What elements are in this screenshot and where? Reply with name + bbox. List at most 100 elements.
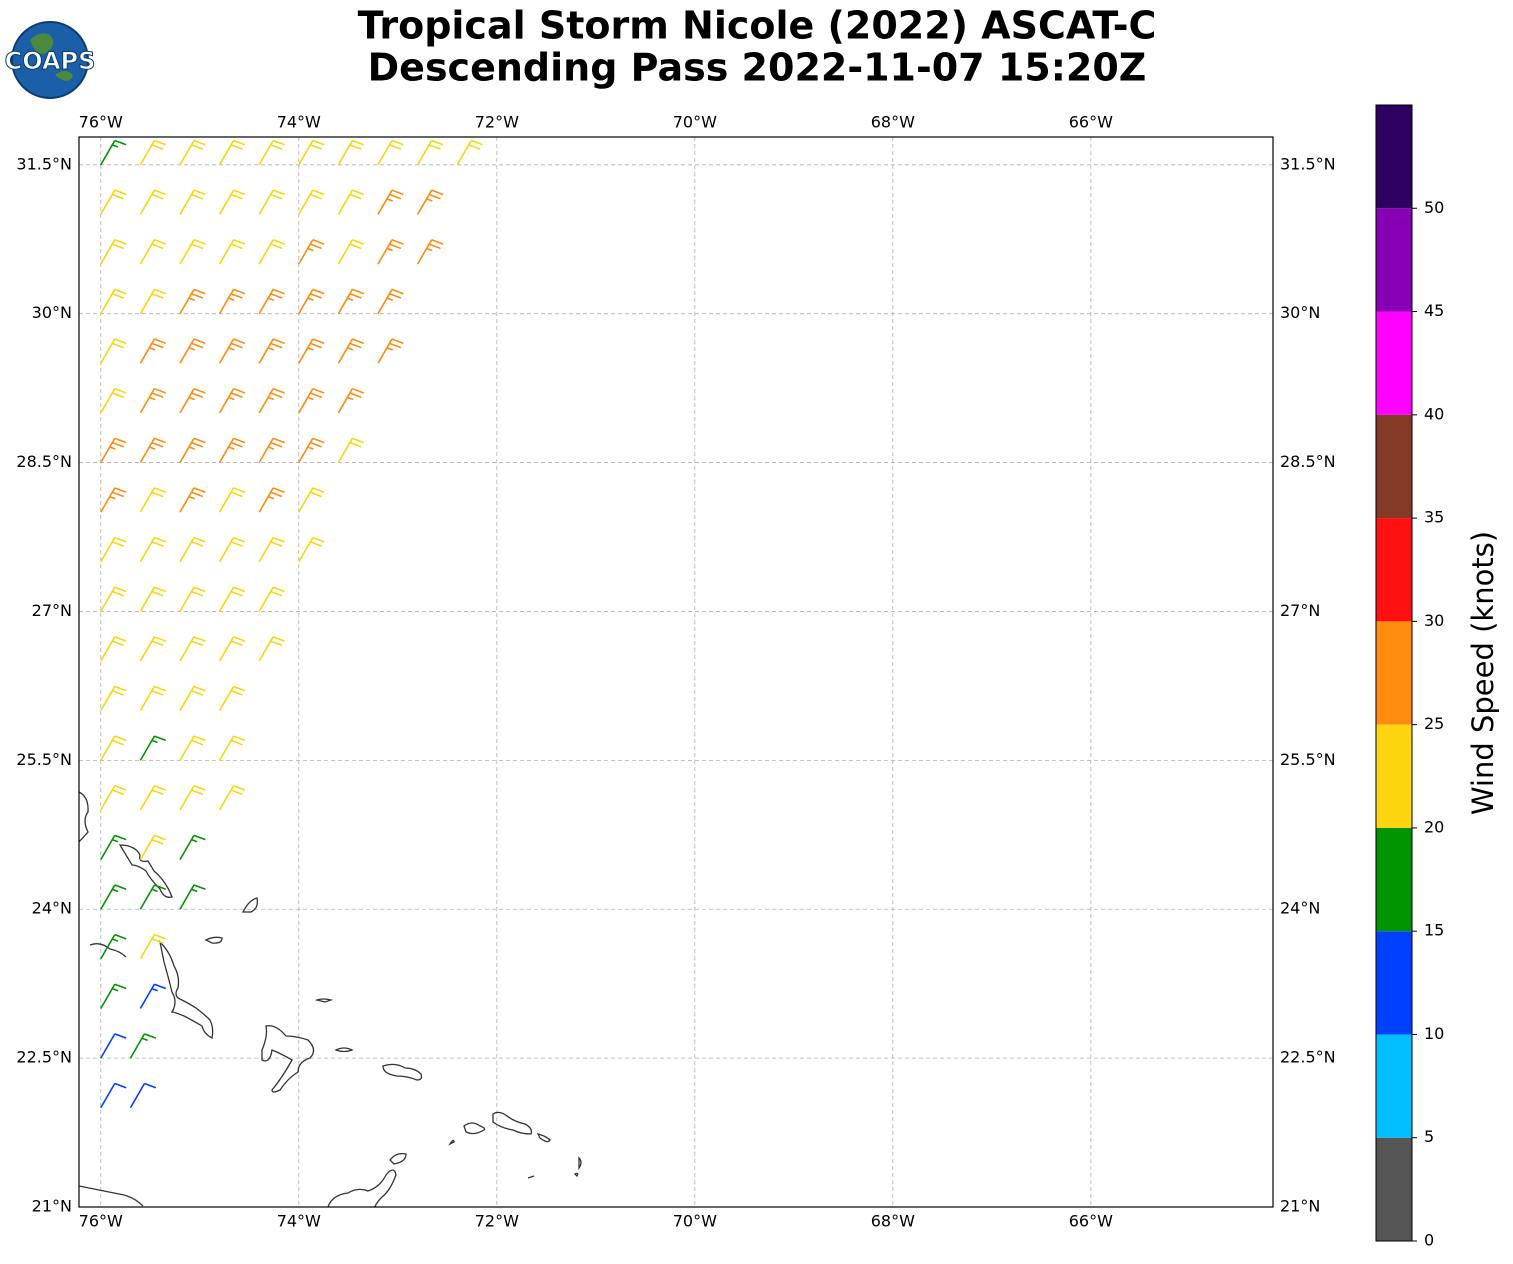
wind-barb [179, 586, 206, 612]
y-tick-label: 22.5°N [16, 1048, 72, 1067]
wind-barb [100, 685, 127, 712]
colorbar-tick-label: 50 [1424, 198, 1444, 217]
coastlines [79, 791, 582, 1207]
wind-barb [337, 288, 365, 315]
x-tick-label: 76°W [79, 1212, 123, 1231]
wind-barb [100, 1082, 127, 1109]
wind-barb [100, 387, 127, 414]
colorbar-tick-label: 15 [1424, 921, 1444, 940]
colorbar-bin [1376, 621, 1412, 725]
y-tick-label: 24°N [32, 899, 72, 918]
wind-barb [100, 784, 127, 811]
wind-barb [298, 189, 325, 215]
coastline [334, 1047, 354, 1053]
wind-barb [258, 288, 285, 315]
wind-barb [179, 387, 206, 414]
y-tick-label: 30°N [32, 303, 72, 322]
wind-barb [377, 239, 404, 265]
wind-barb [139, 586, 167, 612]
y-tick-label: 27°N [32, 601, 72, 620]
wind-barb [100, 189, 127, 215]
wind-barb [179, 189, 206, 215]
y-tick-label: 25.5°N [16, 750, 72, 769]
colorbar-bin [1376, 1137, 1412, 1241]
y-tick-label: 22.5°N [1280, 1048, 1336, 1067]
wind-barb [218, 784, 246, 811]
logo-land [30, 33, 73, 81]
colorbar-bin [1376, 105, 1412, 209]
colorbar-tick-label: 25 [1424, 714, 1444, 733]
wind-barb [337, 139, 365, 166]
coastline [448, 1111, 551, 1146]
wind-barb [179, 239, 206, 265]
wind-barb [218, 239, 246, 265]
coastline [261, 1025, 315, 1093]
wind-barb [139, 884, 167, 910]
colorbar-bin [1376, 414, 1412, 519]
coastline [314, 998, 334, 1003]
wind-barb [258, 139, 285, 166]
wind-barb [258, 189, 285, 215]
wind-barb [139, 288, 167, 315]
wind-barb [337, 387, 365, 414]
wind-barb [218, 536, 246, 563]
colorbar-label: Wind Speed (knots) [1466, 531, 1500, 815]
wind-barb [416, 189, 444, 215]
wind-barb [179, 784, 206, 811]
colorbar: 0 5 10 15 20 25 30 35 40 45 50 [1375, 104, 1444, 1250]
y-tick-label: 21°N [1280, 1197, 1320, 1216]
wind-barb [139, 139, 167, 166]
wind-barb [100, 735, 127, 761]
wind-barb [179, 834, 206, 860]
wind-barb [100, 437, 127, 463]
wind-barb [258, 536, 285, 563]
wind-barb [218, 685, 246, 712]
wind-barb [139, 437, 167, 463]
wind-barb [298, 239, 325, 265]
wind-barb [129, 1082, 157, 1109]
wind-barb [179, 288, 206, 315]
wind-barb [298, 487, 325, 513]
y-tick-label: 21°N [32, 1197, 72, 1216]
wind-barb [456, 139, 483, 166]
coastline [79, 1185, 144, 1207]
title-line: Tropical Storm Nicole (2022) ASCAT-C [358, 4, 1157, 48]
wind-barb [218, 189, 246, 215]
wind-barb [377, 288, 404, 315]
y-tick-label: 27°N [1280, 601, 1320, 620]
wind-barb [100, 933, 127, 960]
grid [79, 137, 1273, 1208]
colorbar-bin [1376, 208, 1412, 312]
colorbar-tick-label: 40 [1424, 404, 1444, 423]
coastline [241, 897, 259, 913]
wind-barb [139, 536, 167, 563]
wind-barb [100, 884, 127, 910]
wind-barb [179, 139, 206, 166]
wind-barb [139, 239, 167, 265]
colorbar-tick-label: 45 [1424, 301, 1444, 320]
wind-barb [100, 139, 127, 166]
wind-barb [179, 735, 206, 761]
colorbar-bin [1376, 931, 1412, 1035]
wind-barb [179, 437, 206, 463]
wind-barb [179, 487, 206, 513]
x-tick-label: 68°W [871, 1212, 915, 1231]
wind-barb [377, 189, 404, 215]
y-tick-label: 28.5°N [1280, 452, 1336, 471]
wind-barb [139, 189, 167, 215]
wind-barb [179, 685, 206, 712]
wind-barb [377, 139, 404, 166]
wind-barb [179, 338, 206, 364]
wind-barb [298, 288, 325, 315]
x-tick-label: 68°W [871, 113, 915, 132]
wind-barb [258, 239, 285, 265]
coastline [118, 844, 173, 898]
wind-barb [337, 189, 365, 215]
wind-barb [218, 338, 246, 364]
colorbar-tick-label: 20 [1424, 817, 1444, 836]
map-frame [78, 136, 1274, 1208]
coastline [204, 936, 223, 944]
x-tick-label: 70°W [673, 113, 717, 132]
logo-text: COAPS [5, 47, 96, 75]
